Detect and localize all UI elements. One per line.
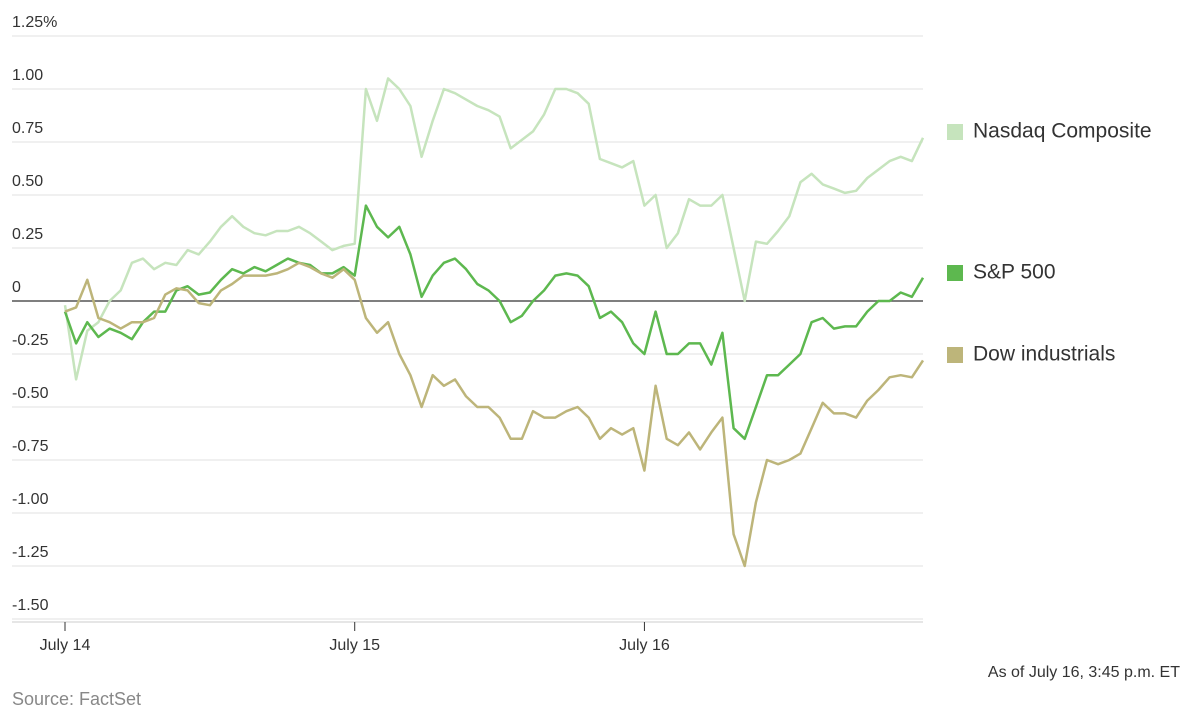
source: Source: FactSet: [12, 689, 141, 709]
y-tick-label: -1.25: [12, 544, 49, 561]
series-line: [64, 261, 925, 568]
note: As of July 16, 3:45 p.m. ET: [988, 664, 1180, 681]
y-tick-label: 1.25%: [12, 14, 57, 31]
y-tick-label: -0.25: [12, 332, 49, 349]
y-tick-label: -0.75: [12, 438, 49, 455]
y-tick-label: 0.75: [12, 120, 43, 137]
legend-label: Dow industrials: [973, 343, 1115, 366]
y-tick-label: 1.00: [12, 67, 43, 84]
y-tick-label: 0.25: [12, 226, 43, 243]
y-tick-label: 0.50: [12, 173, 43, 190]
y-tick-label: 0: [12, 279, 21, 296]
legend: Nasdaq Composite S&P 500 Dow industrials: [947, 120, 1152, 366]
legend-swatch: [947, 347, 963, 363]
y-tick-label: -1.00: [12, 491, 49, 508]
x-tick-label: July 14: [40, 637, 91, 654]
y-tick-label: -0.50: [12, 385, 49, 402]
x-tick-label: July 16: [619, 637, 670, 654]
series-line: [63, 77, 925, 381]
legend-label: Nasdaq Composite: [973, 120, 1152, 143]
legend-label: S&P 500: [973, 261, 1056, 284]
x-tick-label: July 15: [329, 637, 380, 654]
legend-swatch: [947, 265, 963, 281]
legend-swatch: [947, 124, 963, 140]
series-line: [63, 204, 925, 441]
y-tick-label: -1.50: [12, 597, 49, 614]
